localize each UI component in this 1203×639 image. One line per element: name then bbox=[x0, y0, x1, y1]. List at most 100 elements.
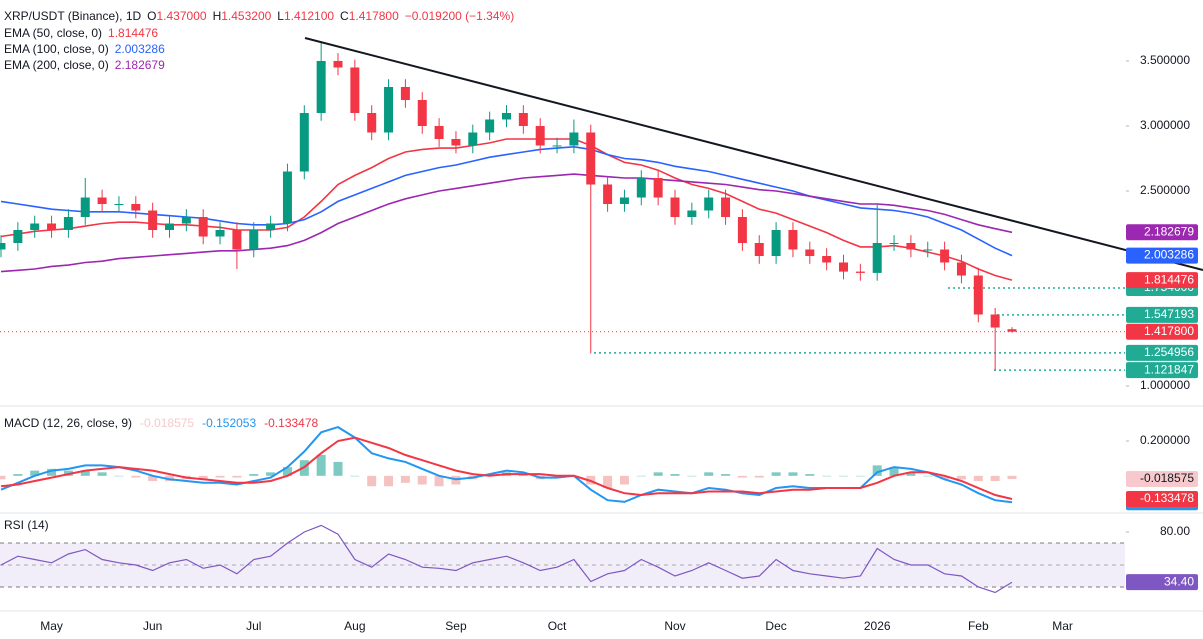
candle-body bbox=[737, 216, 747, 243]
candle-body bbox=[670, 197, 680, 217]
legend-series-value: 1.814476 bbox=[108, 26, 158, 40]
histogram-bar bbox=[47, 468, 57, 476]
candle-body bbox=[956, 262, 966, 276]
candle-body bbox=[839, 262, 848, 272]
histogram-bar bbox=[316, 454, 326, 476]
price-tag bbox=[1126, 306, 1198, 323]
histogram-bar bbox=[131, 475, 141, 478]
candle-body bbox=[973, 275, 983, 315]
candle-body bbox=[0, 243, 6, 250]
legend-value: -0.133478 bbox=[264, 416, 318, 430]
histogram-bar bbox=[704, 472, 714, 476]
histogram-bar bbox=[788, 472, 798, 476]
candle-body bbox=[63, 216, 73, 230]
price-tag bbox=[1126, 323, 1198, 340]
histogram-bar bbox=[906, 472, 916, 476]
histogram-bar bbox=[737, 475, 747, 478]
candle-body bbox=[148, 210, 158, 230]
legend-value: -0.018575 bbox=[140, 416, 194, 430]
candle-body bbox=[215, 229, 225, 237]
legend-title: MACD (12, 26, close, 9) bbox=[4, 416, 132, 430]
histogram-bar bbox=[973, 475, 983, 482]
candle-body bbox=[400, 86, 410, 100]
legend-value: 1.412100 bbox=[284, 9, 334, 23]
legend-series-value: 2.182679 bbox=[115, 58, 165, 72]
price-tag bbox=[1126, 491, 1198, 508]
candle-body bbox=[114, 203, 124, 205]
legend-key: C bbox=[340, 9, 349, 23]
candle-body bbox=[165, 223, 174, 230]
candle-body bbox=[771, 229, 781, 257]
histogram-bar bbox=[350, 475, 360, 477]
candle-body bbox=[198, 216, 208, 237]
candle-body bbox=[535, 125, 545, 146]
candle-body bbox=[30, 223, 40, 230]
price-tag-label: -0.018575 bbox=[1140, 471, 1194, 485]
price-tag-label: 34.40 bbox=[1164, 574, 1194, 588]
candle-body bbox=[805, 249, 815, 257]
candle-body bbox=[603, 184, 613, 204]
candle-body bbox=[350, 67, 360, 113]
candle-body bbox=[451, 138, 461, 146]
histogram-bar bbox=[417, 475, 427, 485]
histogram-bar bbox=[839, 475, 848, 477]
histogram-bar bbox=[198, 475, 208, 480]
candle-body bbox=[299, 112, 309, 172]
y-tick-label: 0.200000 bbox=[1140, 433, 1190, 447]
candle-body bbox=[47, 223, 57, 230]
histogram-bar bbox=[367, 475, 377, 487]
candle-body bbox=[232, 229, 242, 250]
candle-body bbox=[619, 197, 629, 204]
histogram-bar bbox=[721, 474, 731, 476]
candle-body bbox=[636, 177, 646, 198]
candle-body bbox=[754, 243, 764, 257]
histogram-bar bbox=[889, 467, 899, 476]
candle-body bbox=[282, 171, 292, 224]
candle-body bbox=[687, 210, 697, 217]
macd-line bbox=[0, 436, 1013, 500]
histogram-bar bbox=[333, 461, 343, 476]
histogram-bar bbox=[384, 475, 394, 487]
price-tag-label: 1.417800 bbox=[1144, 324, 1194, 338]
histogram-bar bbox=[266, 472, 276, 476]
legend-value: -0.152053 bbox=[202, 416, 256, 430]
candle-body bbox=[788, 229, 798, 250]
candle-body bbox=[316, 60, 326, 113]
x-tick-label: Dec bbox=[765, 619, 786, 633]
price-tag bbox=[1126, 471, 1198, 488]
candle-body bbox=[822, 256, 832, 263]
legend-key: L bbox=[277, 9, 284, 23]
histogram-bar bbox=[603, 475, 613, 488]
histogram-bar bbox=[636, 475, 646, 477]
histogram-bar bbox=[97, 472, 107, 476]
x-tick-label: Oct bbox=[548, 619, 567, 633]
histogram-bar bbox=[232, 475, 242, 478]
plot-layer: 1.000000 2.500000 3.000000 3.500000 0.200000… bbox=[0, 41, 1190, 594]
x-tick-label: Jul bbox=[246, 619, 261, 633]
candle-body bbox=[855, 271, 865, 273]
legend-key: O bbox=[147, 9, 156, 23]
candle-body bbox=[653, 177, 663, 198]
histogram-bar bbox=[114, 475, 124, 477]
legend-value: 1.437000 bbox=[157, 9, 207, 23]
candle-body bbox=[468, 132, 478, 146]
legend-series-name: EMA (200, close, 0) bbox=[4, 58, 109, 72]
x-tick-label: Mar bbox=[1052, 619, 1073, 633]
candle-body bbox=[485, 119, 495, 133]
candle-body bbox=[97, 197, 107, 204]
candle-body bbox=[990, 314, 1000, 328]
histogram-bar bbox=[619, 475, 629, 485]
candle-body bbox=[266, 223, 276, 230]
candle-body bbox=[249, 229, 259, 250]
histogram-bar bbox=[687, 475, 697, 477]
histogram-bar bbox=[990, 475, 1000, 482]
histogram-bar bbox=[30, 470, 40, 476]
price-tag bbox=[1126, 272, 1198, 289]
candle-body bbox=[417, 99, 427, 126]
histogram-bar bbox=[249, 474, 259, 476]
candle-body bbox=[940, 249, 950, 263]
x-tick-label: May bbox=[40, 619, 63, 633]
rsi-line bbox=[0, 524, 1013, 594]
histogram-bar bbox=[0, 475, 6, 480]
